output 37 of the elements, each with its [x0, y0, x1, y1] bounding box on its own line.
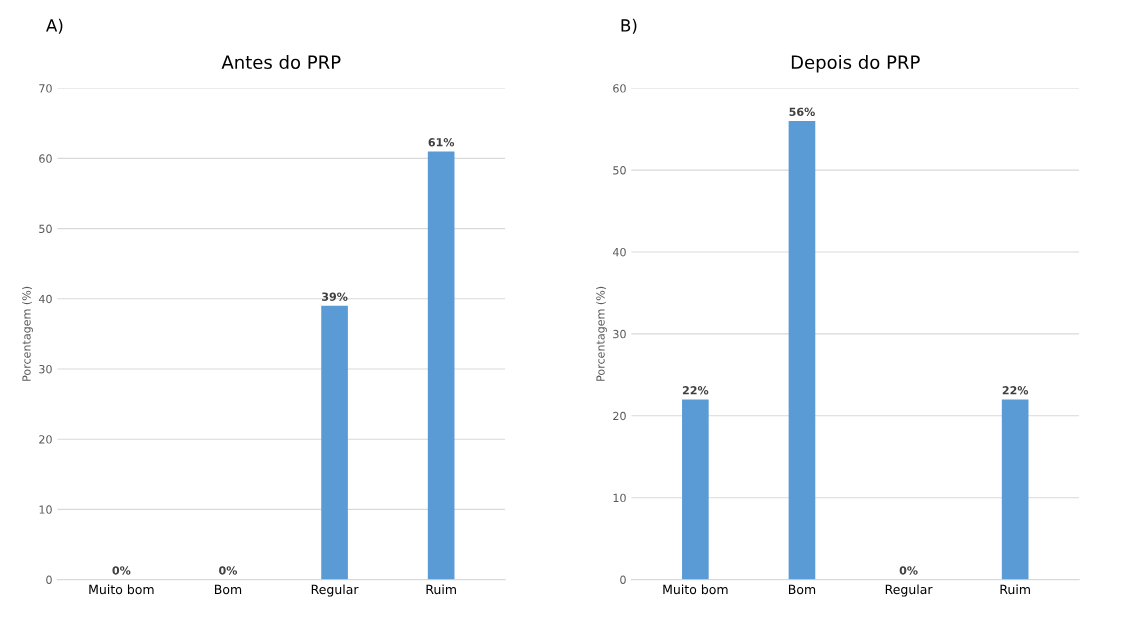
data-label: 56% [789, 107, 815, 117]
y-tick-label: 40 [612, 247, 626, 257]
chart-title: Antes do PRP [221, 55, 341, 70]
x-tick-label: Regular [311, 584, 359, 597]
y-tick-label: 50 [39, 224, 52, 233]
y-tick-label: 40 [38, 294, 52, 304]
y-tick-label: 30 [613, 329, 626, 339]
y-tick-label: 10 [613, 493, 626, 503]
y-tick-label: 20 [613, 411, 626, 421]
y-tick-label: 10 [39, 505, 52, 514]
y-tick-label: 70 [39, 84, 52, 93]
y-tick-label: 30 [39, 364, 52, 374]
text: B) [621, 18, 637, 34]
y-tick-label: 0 [46, 575, 52, 584]
x-tick-label: Ruim [426, 584, 456, 595]
text: A) [46, 18, 63, 34]
x-tick-label: Muito bom [89, 584, 154, 595]
y-axis-title: Porcentagem (%) [22, 286, 33, 381]
data-label: 0% [899, 566, 918, 575]
y-tick-label: 20 [39, 435, 52, 444]
x-tick-label: Bom [214, 584, 242, 595]
x-tick-label: Regular [885, 584, 933, 597]
y-tick-label: 60 [39, 154, 52, 163]
y-axis-title: Porcentagem (%) [596, 286, 607, 381]
data-label: 0% [112, 566, 131, 575]
data-label: 22% [682, 386, 709, 395]
data-label: 0% [219, 566, 238, 575]
y-tick-label: 60 [613, 84, 626, 93]
chart-title: Depois do PRP [791, 55, 920, 73]
data-label: 39% [322, 292, 348, 301]
data-label: 22% [1002, 386, 1029, 395]
x-tick-label: Ruim [1000, 584, 1030, 595]
y-tick-label: 0 [620, 575, 626, 584]
y-tick-label: 50 [613, 166, 626, 175]
x-tick-label: Bom [788, 584, 816, 595]
data-label: 61% [428, 138, 455, 147]
x-tick-label: Muito bom [663, 584, 728, 595]
